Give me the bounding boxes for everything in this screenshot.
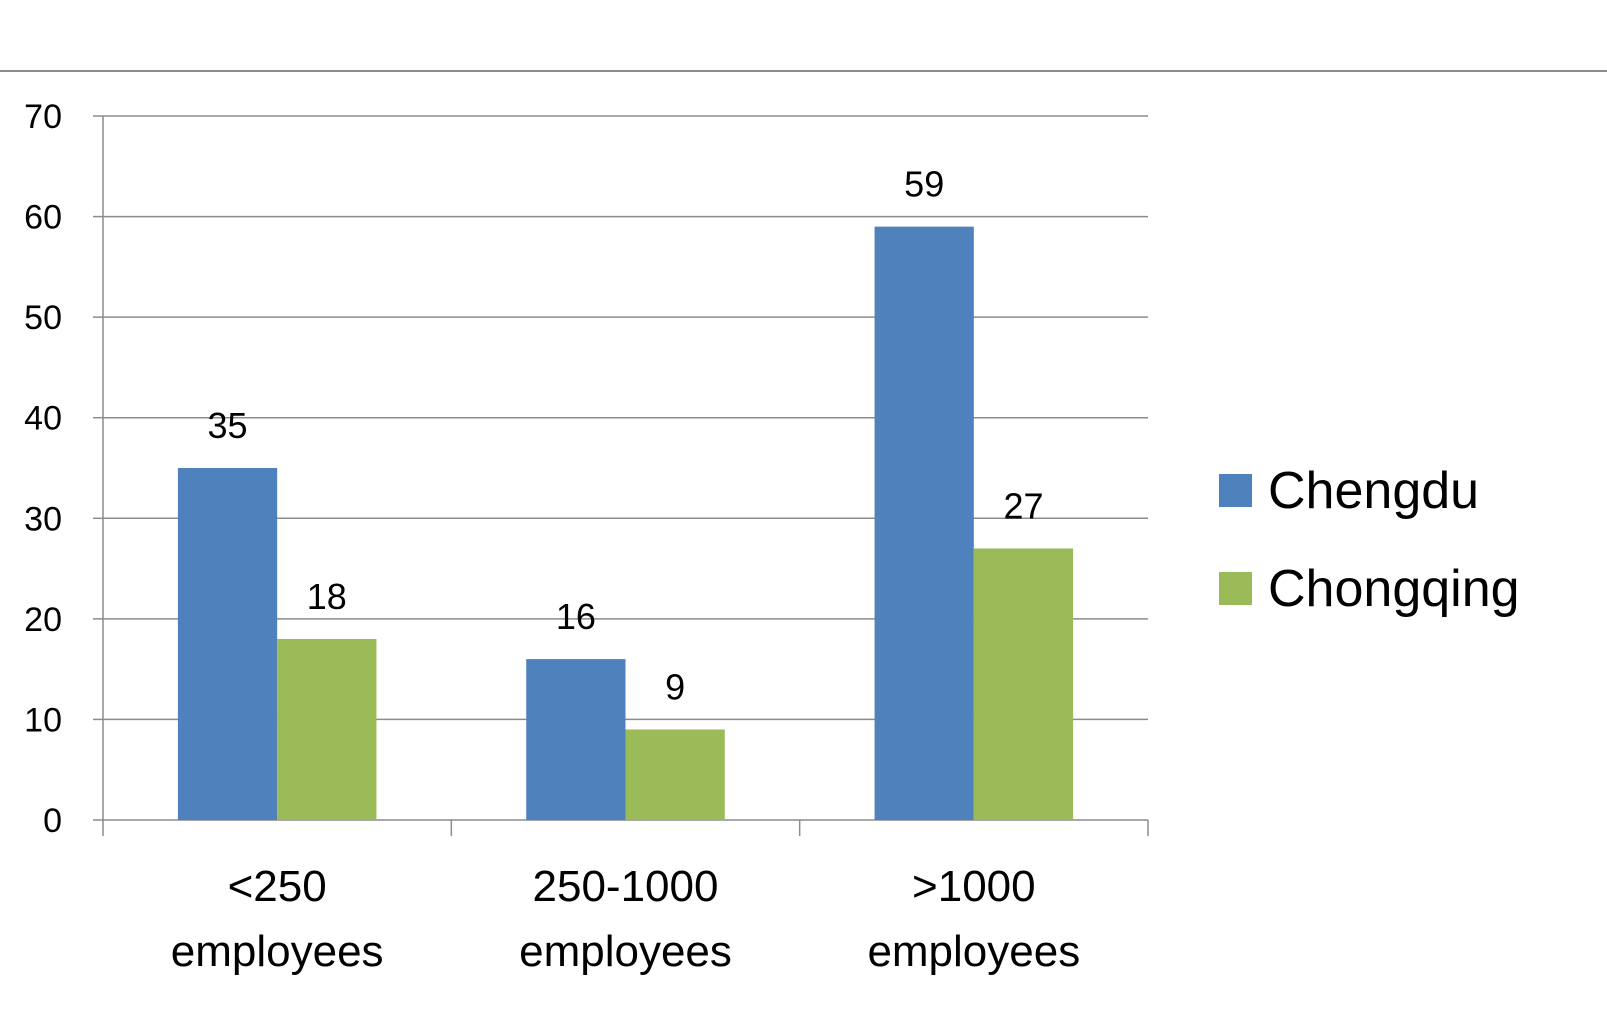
data-label: 27 [1003,485,1043,526]
legend-swatch-chongqing [1219,572,1252,605]
bar-chongqing [625,729,725,820]
legend-swatch-chengdu [1219,474,1252,507]
y-tick-label: 30 [24,500,62,538]
x-category-label: <250 [228,862,327,911]
x-category-label: employees [867,927,1080,976]
y-tick-label: 0 [43,802,62,840]
legend-label: Chongqing [1268,560,1520,618]
y-tick-label: 50 [24,299,62,337]
x-category-label: 250-1000 [533,862,719,911]
x-category-label: >1000 [912,862,1036,911]
bar-chengdu [526,659,626,820]
bar-chongqing [973,548,1074,820]
data-label: 18 [307,576,347,617]
bars [177,226,1074,821]
y-tick-label: 20 [24,601,62,639]
y-tick-label: 70 [24,98,62,136]
legend-label: Chengdu [1268,462,1479,520]
y-tick-label: 60 [24,199,62,237]
bar-chengdu [177,468,278,820]
bar-chongqing [277,638,377,820]
x-category-label: employees [171,927,384,976]
y-tick-label: 40 [24,400,62,438]
data-label: 35 [208,405,248,446]
bar-chengdu [874,226,974,821]
axes: 0 10 20 30 40 50 60 70 <250 employees 250-1000 empl… [24,98,1149,976]
data-label: 9 [665,666,685,707]
x-category-label: employees [519,927,732,976]
y-tick-label: 10 [24,701,62,739]
legend: Chengdu Chongqing [1219,462,1520,618]
data-labels: 35 18 16 9 59 27 [208,164,1044,708]
data-label: 59 [904,164,944,205]
data-label: 16 [556,596,596,637]
